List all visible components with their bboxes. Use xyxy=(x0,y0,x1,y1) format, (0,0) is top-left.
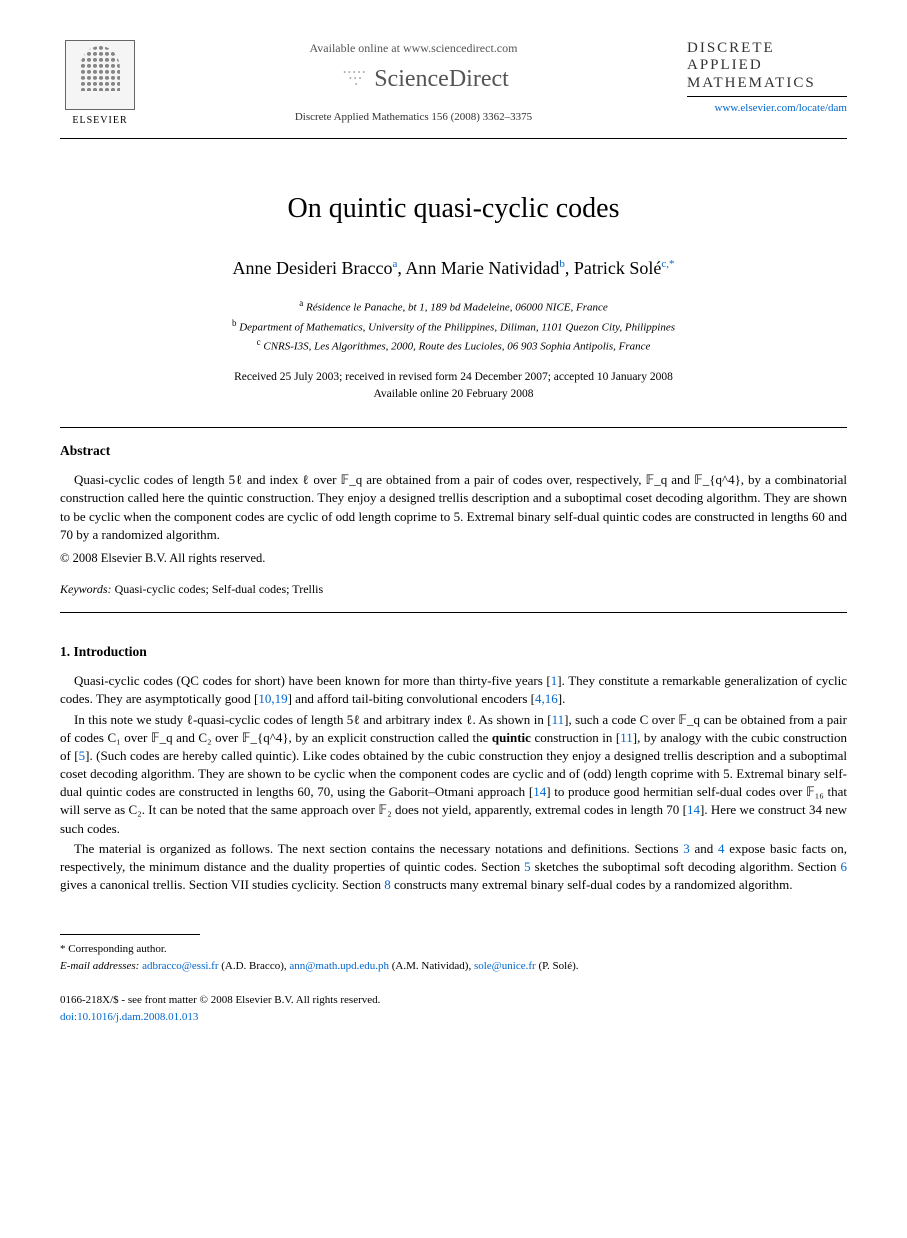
ref-link-11b[interactable]: 11 xyxy=(620,730,633,745)
sciencedirect-text: ScienceDirect xyxy=(374,66,509,92)
journal-name-line2: APPLIED xyxy=(687,57,847,74)
abstract-body: Quasi-cyclic codes of length 5ℓ and inde… xyxy=(60,471,847,544)
email-link-2[interactable]: ann@math.upd.edu.ph xyxy=(289,960,389,972)
introduction-section: 1. Introduction Quasi-cyclic codes (QC c… xyxy=(60,643,847,894)
quintic-bold: quintic xyxy=(492,730,531,745)
issn-line: 0166-218X/$ - see front matter © 2008 El… xyxy=(60,992,847,1009)
sciencedirect-dots-icon xyxy=(318,70,368,90)
email-link-1[interactable]: adbracco@essi.fr xyxy=(142,960,218,972)
abstract-top-divider xyxy=(60,427,847,428)
page-header: ELSEVIER Available online at www.science… xyxy=(60,40,847,130)
center-header: Available online at www.sciencedirect.co… xyxy=(140,40,687,126)
author-3-affil[interactable]: c,* xyxy=(661,258,674,270)
elsevier-tree-icon xyxy=(65,40,135,110)
ref-link-14a[interactable]: 14 xyxy=(533,784,546,799)
doi-link[interactable]: 10.1016/j.dam.2008.01.013 xyxy=(77,1011,198,1023)
authors-line: Anne Desideri Braccoa, Ann Marie Nativid… xyxy=(60,256,847,281)
abstract-heading: Abstract xyxy=(60,442,847,461)
abstract-text: Quasi-cyclic codes of length 5ℓ and inde… xyxy=(60,471,847,544)
ref-link-4-16[interactable]: 4,16 xyxy=(535,691,558,706)
email-addresses-line: E-mail addresses: adbracco@essi.fr (A.D.… xyxy=(60,958,847,975)
journal-reference: Discrete Applied Mathematics 156 (2008) … xyxy=(160,110,667,125)
dates-received: Received 25 July 2003; received in revis… xyxy=(60,369,847,386)
intro-para-1: Quasi-cyclic codes (QC codes for short) … xyxy=(60,672,847,708)
section-link-6[interactable]: 6 xyxy=(841,859,848,874)
elsevier-label: ELSEVIER xyxy=(72,114,127,128)
intro-para-2: In this note we study ℓ-quasi-cyclic cod… xyxy=(60,711,847,838)
journal-url-link[interactable]: www.elsevier.com/locate/dam xyxy=(687,96,847,116)
footnote-block: * Corresponding author. E-mail addresses… xyxy=(60,941,847,974)
email-label: E-mail addresses: xyxy=(60,960,139,972)
header-divider xyxy=(60,138,847,139)
corresponding-author-note: * Corresponding author. xyxy=(60,941,847,958)
affiliation-b: b Department of Mathematics, University … xyxy=(60,317,847,336)
sciencedirect-logo: ScienceDirect xyxy=(160,63,667,97)
available-online-text: Available online at www.sciencedirect.co… xyxy=(160,40,667,57)
abstract-bottom-divider xyxy=(60,612,847,613)
elsevier-logo: ELSEVIER xyxy=(60,40,140,130)
footnote-separator xyxy=(60,934,200,935)
author-1: Anne Desideri Bracco xyxy=(233,258,393,278)
ref-link-10-19[interactable]: 10,19 xyxy=(258,691,287,706)
introduction-heading: 1. Introduction xyxy=(60,643,847,662)
dates-online: Available online 20 February 2008 xyxy=(60,386,847,403)
affiliation-a: a Résidence le Panache, bt 1, 189 bd Mad… xyxy=(60,297,847,316)
doi-label: doi: xyxy=(60,1011,77,1023)
author-2: Ann Marie Natividad xyxy=(405,258,559,278)
affiliations: a Résidence le Panache, bt 1, 189 bd Mad… xyxy=(60,297,847,354)
article-dates: Received 25 July 2003; received in revis… xyxy=(60,369,847,404)
page-footer: 0166-218X/$ - see front matter © 2008 El… xyxy=(60,992,847,1025)
keywords-values: Quasi-cyclic codes; Self-dual codes; Tre… xyxy=(115,582,324,596)
keywords-label: Keywords: xyxy=(60,582,112,596)
ref-link-11a[interactable]: 11 xyxy=(552,712,565,727)
article-title: On quintic quasi-cyclic codes xyxy=(60,189,847,228)
affiliation-c: c CNRS-I3S, Les Algorithmes, 2000, Route… xyxy=(60,336,847,355)
intro-para-3: The material is organized as follows. Th… xyxy=(60,840,847,895)
doi-line: doi:10.1016/j.dam.2008.01.013 xyxy=(60,1009,847,1026)
ref-link-14b[interactable]: 14 xyxy=(687,802,700,817)
journal-name-line1: DISCRETE xyxy=(687,40,847,57)
email-link-3[interactable]: sole@unice.fr xyxy=(474,960,536,972)
author-3: Patrick Solé xyxy=(574,258,662,278)
journal-name-line3: MATHEMATICS xyxy=(687,75,847,92)
keywords-line: Keywords: Quasi-cyclic codes; Self-dual … xyxy=(60,581,847,598)
journal-name-box: DISCRETE APPLIED MATHEMATICS www.elsevie… xyxy=(687,40,847,116)
copyright-line: © 2008 Elsevier B.V. All rights reserved… xyxy=(60,550,847,568)
